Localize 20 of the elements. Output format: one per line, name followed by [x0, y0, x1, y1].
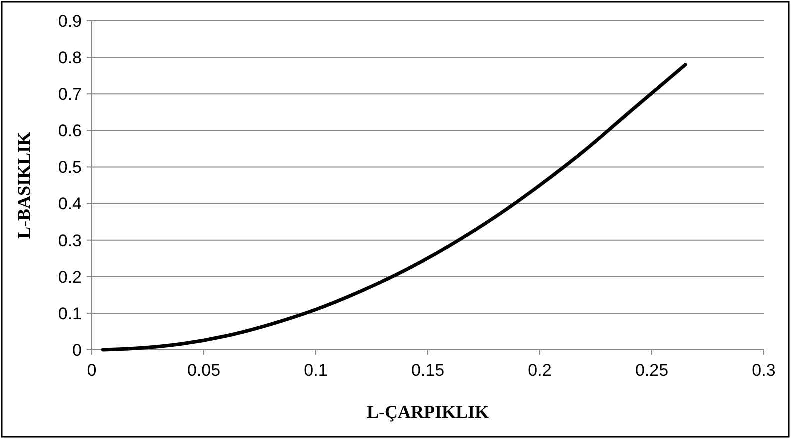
y-tick-label: 0.9: [58, 12, 82, 31]
x-tick-label: 0: [87, 361, 97, 380]
y-tick-label: 0.6: [58, 122, 82, 141]
y-tick-label: 0.8: [58, 48, 82, 68]
y-tick-label: 0.1: [58, 304, 82, 324]
y-axis-title: L-BASIKLIK: [14, 132, 34, 240]
x-tick-label: 0.15: [411, 361, 445, 380]
line-series: [101, 63, 688, 352]
x-tick-label: 0.2: [528, 361, 552, 380]
y-tick-label: 0.4: [58, 194, 82, 214]
x-tick-label: 0.25: [635, 361, 669, 380]
y-tick-label: 0: [72, 340, 82, 360]
y-tick-label: 0.2: [58, 268, 82, 287]
x-tick-label: 0.3: [752, 361, 776, 380]
x-axis-title: L-ÇARPIKLIK: [366, 402, 490, 422]
x-tick-label: 0.1: [304, 361, 328, 380]
y-tick-label: 0.7: [58, 85, 82, 104]
y-tick-label: 0.5: [58, 158, 82, 178]
y-tick-label: 0.3: [58, 231, 82, 250]
x-tick-label: 0.05: [187, 361, 221, 380]
